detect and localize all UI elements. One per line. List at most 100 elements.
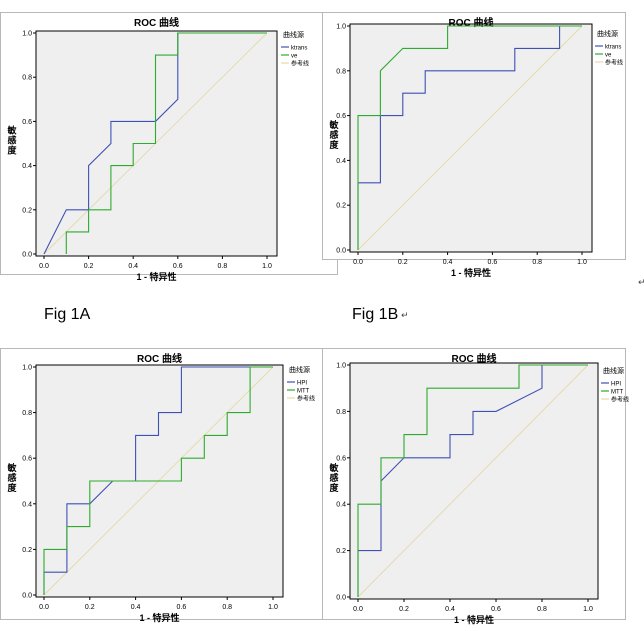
y-axis-label-char: 度 (329, 139, 339, 150)
y-tick-label: 0.2 (336, 548, 346, 555)
legend-entry: 参考线 (291, 60, 309, 68)
roc-curve-ve (357, 25, 582, 250)
legend-entry: MTT (611, 390, 624, 396)
y-axis-label-char: 敏 (6, 462, 17, 473)
x-tick-label: 0.8 (218, 263, 228, 270)
y-tick-label: 0.8 (22, 410, 32, 417)
x-tick-label: 0.4 (443, 259, 453, 266)
y-tick-label: 0.8 (336, 68, 346, 75)
y-tick-label: 0.0 (22, 252, 32, 259)
roc-curve-hpi (357, 364, 588, 597)
x-tick-label: 0.6 (488, 259, 498, 266)
legend-entry: 参考线 (297, 395, 315, 403)
roc-curve-mtt (357, 364, 588, 597)
x-axis-label: 1 - 特异性 (454, 614, 494, 625)
legend-entry: HPI (611, 382, 621, 388)
y-axis-label-char: 度 (7, 145, 17, 156)
roc-chart-3: ROC 曲线 0.0 0.0 0.2 0.2 0.4 0.4 0.6 0.6 0.8 0.8 1.0 1… (0, 348, 336, 623)
roc-chart-1: ROC 曲线 0.0 0.0 0.2 0.2 0.4 0.4 0.6 0.6 0.8 0.8 1.0 1… (0, 12, 338, 282)
legend-entry: HPI (297, 381, 307, 387)
y-tick-label: 0.6 (22, 456, 32, 463)
y-tick-label: 0.2 (22, 547, 32, 554)
x-tick-label: 0.4 (131, 604, 141, 611)
y-axis-label-char: 感 (7, 135, 16, 146)
roc-chart-4: ROC 曲线 0.0 0.0 0.2 0.2 0.4 0.4 0.6 0.6 0.8 0.8 1.0 1… (322, 348, 629, 625)
roc-curve-ktrans (357, 25, 582, 250)
x-tick-label: 0.6 (177, 604, 187, 611)
x-tick-label: 0.4 (128, 263, 138, 270)
x-tick-label: 0.2 (398, 259, 408, 266)
chart-title: ROC 曲线 (449, 16, 494, 29)
legend-title: 曲线源 (283, 30, 304, 39)
x-tick-label: 0.8 (532, 259, 542, 266)
legend-entry: 参考线 (611, 396, 629, 404)
roc-curve-ktrans (43, 32, 267, 255)
y-tick-label: 1.0 (22, 31, 32, 38)
x-tick-label: 0.8 (537, 606, 547, 613)
x-tick-label: 0.2 (85, 604, 95, 611)
y-tick-label: 0.2 (336, 203, 346, 210)
x-tick-label: 0.0 (353, 259, 363, 266)
legend-entry: MTT (297, 389, 310, 395)
roc-chart-2: ROC 曲线 0.0 0.0 0.2 0.2 0.4 0.4 0.6 0.6 0.8 0.8 1.0 1… (322, 12, 626, 278)
y-axis-label-char: 感 (329, 472, 338, 483)
y-tick-label: 0.6 (336, 113, 346, 120)
chart-title: ROC 曲线 (137, 352, 182, 365)
y-axis-label-char: 敏 (328, 462, 339, 473)
chart-title: ROC 曲线 (134, 16, 179, 29)
x-axis-label: 1 - 特异性 (136, 271, 176, 282)
y-axis-label-char: 感 (7, 472, 16, 483)
y-tick-label: 0.4 (22, 163, 32, 170)
y-tick-label: 0.4 (336, 502, 346, 509)
figure-label-1b: Fig 1B (352, 306, 399, 323)
y-tick-label: 0.0 (336, 595, 346, 602)
y-tick-label: 0.4 (336, 158, 346, 165)
y-tick-label: 1.0 (336, 24, 346, 31)
roc-curve- (357, 364, 589, 598)
y-tick-label: 1.0 (22, 365, 32, 372)
x-tick-label: 0.0 (39, 604, 49, 611)
return-mark-right: ↵ (638, 278, 644, 288)
y-axis-label-char: 敏 (6, 125, 17, 136)
plot-area (349, 23, 593, 253)
plot-area (349, 362, 599, 600)
plot-area (35, 30, 278, 257)
x-tick-label: 1.0 (577, 259, 587, 266)
figure-label-1a: Fig 1A (44, 306, 91, 323)
legend-entry: ktrans (605, 45, 621, 51)
x-tick-label: 0.6 (491, 606, 501, 613)
x-tick-label: 0.0 (353, 606, 363, 613)
x-tick-label: 1.0 (262, 263, 272, 270)
y-tick-label: 1.0 (336, 363, 346, 370)
x-tick-label: 0.2 (399, 606, 409, 613)
y-axis-label-char: 度 (7, 482, 17, 493)
x-tick-label: 0.6 (173, 263, 183, 270)
y-tick-label: 0.0 (22, 593, 32, 600)
roc-curve- (357, 25, 583, 251)
x-tick-label: 0.8 (222, 604, 232, 611)
chart-title: ROC 曲线 (452, 352, 497, 365)
x-tick-label: 1.0 (268, 604, 278, 611)
y-tick-label: 0.8 (22, 75, 32, 82)
y-axis-label-char: 感 (329, 129, 338, 140)
legend-entry: ktrans (291, 46, 307, 52)
legend-entry: 参考线 (605, 59, 623, 67)
y-tick-label: 0.2 (22, 207, 32, 214)
return-mark: ↵ (401, 311, 409, 321)
y-axis-label-char: 敏 (328, 119, 339, 130)
x-axis-label: 1 - 特异性 (451, 267, 491, 278)
x-tick-label: 1.0 (583, 606, 593, 613)
y-tick-label: 0.6 (22, 119, 32, 126)
x-tick-label: 0.0 (39, 263, 49, 270)
y-tick-label: 0.0 (336, 248, 346, 255)
legend-entry: ve (605, 53, 612, 59)
y-tick-label: 0.4 (22, 501, 32, 508)
roc-curve-mtt (43, 366, 273, 595)
y-tick-label: 0.8 (336, 409, 346, 416)
x-axis-label: 1 - 特异性 (139, 612, 179, 623)
y-tick-label: 0.6 (336, 455, 346, 462)
x-tick-label: 0.4 (445, 606, 455, 613)
x-tick-label: 0.2 (84, 263, 94, 270)
y-axis-label-char: 度 (329, 482, 339, 493)
